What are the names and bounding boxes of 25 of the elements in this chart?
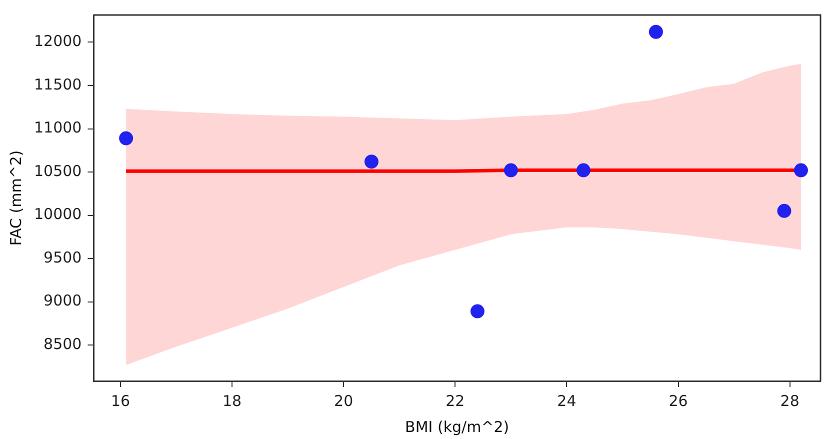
y-tick-label: 9000: [44, 292, 82, 310]
x-tick-label: 24: [557, 392, 576, 410]
y-axis-title: FAC (mm^2): [6, 150, 25, 246]
x-tick-label: 20: [334, 392, 354, 410]
y-tick-label: 8500: [44, 334, 82, 353]
x-tick-label: 18: [222, 392, 242, 410]
point: [794, 163, 808, 178]
x-tick-label: 22: [446, 392, 465, 410]
x-axis-title: BMI (kg/m^2): [405, 418, 510, 436]
point: [777, 204, 792, 218]
point: [364, 154, 378, 169]
point: [504, 163, 518, 178]
x-tick-label: 26: [668, 392, 688, 410]
y-tick-label: 10000: [34, 205, 82, 224]
point: [576, 163, 590, 178]
x-tick-label: 28: [780, 392, 800, 410]
y-tick-label: 11500: [34, 75, 82, 94]
point: [470, 304, 484, 318]
x-tick-label: 16: [110, 392, 130, 410]
y-tick-label: 10500: [34, 162, 82, 180]
y-tick-label: 11000: [34, 118, 82, 137]
y-tick-label: 9500: [44, 248, 82, 266]
y-tick-label: 12000: [34, 32, 82, 50]
point: [648, 24, 663, 39]
point: [119, 131, 134, 146]
